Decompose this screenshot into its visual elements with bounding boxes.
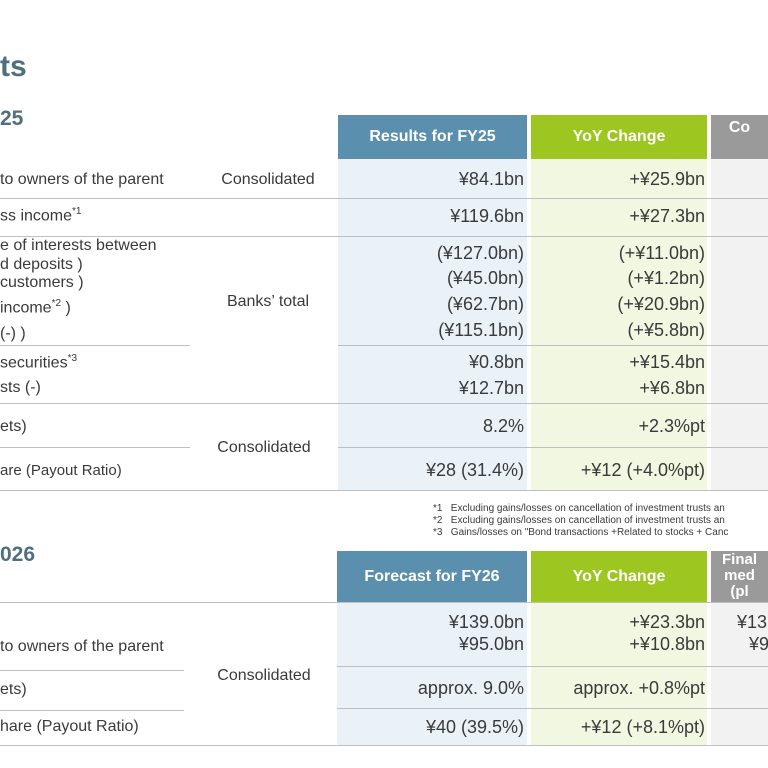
footnote: *3 Gains/losses on "Bond transactions +R… (433, 527, 729, 538)
row-label-line2: d deposits ) (0, 256, 83, 273)
forecast-value: ¥40 (39.5%) (425, 717, 524, 737)
result-value: (¥62.7bn) (446, 294, 524, 314)
row-divider (0, 236, 768, 237)
footnote: *1 Excluding gains/losses on cancellatio… (433, 503, 725, 514)
header-yoy-change-2: YoY Change (531, 551, 707, 602)
page-title: ts (0, 50, 27, 83)
row-label: ets) (0, 418, 27, 435)
row-label-line5: (-) ) (0, 325, 26, 342)
result-value: ¥28 (31.4%) (425, 460, 524, 480)
result-value: (¥45.0bn) (446, 268, 524, 288)
row-label-line4: income*2 ) (0, 298, 71, 317)
row-label: to owners of the parent (0, 638, 164, 655)
result-value: ¥0.8bn (468, 352, 524, 372)
yoy-value: +¥10.8bn (629, 634, 705, 654)
row-divider (0, 670, 184, 671)
row-label: ets) (0, 681, 27, 698)
result-value: ¥84.1bn (458, 169, 524, 189)
row-divider (0, 602, 768, 603)
yoy-value: (+¥20.9bn) (617, 294, 705, 314)
scope-label: Consolidated (217, 439, 311, 456)
row-divider (0, 710, 184, 711)
row-label: e of interests between (0, 237, 157, 254)
yoy-value: approx. +0.8%pt (573, 678, 705, 698)
row-divider (337, 708, 768, 709)
yoy-value: +2.3%pt (638, 416, 705, 436)
header-comparison: Co (711, 115, 768, 159)
scope-label: Consolidated (221, 171, 315, 188)
result-value: 8.2% (482, 416, 524, 436)
row-divider (338, 447, 768, 448)
row-label: to owners of the parent (0, 171, 164, 188)
yoy-value: +¥6.8bn (639, 378, 705, 398)
row-divider (0, 447, 190, 448)
scope-label: Banks’ total (226, 293, 310, 310)
row-label: securities*3 (0, 353, 78, 372)
yoy-column-bg-2 (531, 602, 707, 745)
plan-value: ¥9 (749, 634, 768, 654)
table-bottom-line (0, 490, 768, 491)
yoy-value: +¥27.3bn (629, 206, 705, 226)
section1-title: 25 (0, 107, 24, 130)
yoy-column-bg (531, 159, 707, 490)
table-bottom-line (0, 745, 768, 746)
plan-value: ¥13 (737, 612, 768, 632)
forecast-column-bg (337, 602, 527, 745)
row-divider (0, 403, 768, 404)
yoy-value: +¥12 (+4.0%pt) (580, 460, 705, 480)
row-label: ss income*1 (0, 206, 82, 225)
plan-column-bg (711, 602, 768, 745)
yoy-value: +¥23.3bn (629, 612, 705, 632)
footnote: *2 Excluding gains/losses on cancellatio… (433, 515, 725, 526)
row-label: hare (Payout Ratio) (0, 718, 139, 735)
results-column-bg (338, 159, 527, 490)
yoy-value: +¥12 (+8.1%pt) (580, 717, 705, 737)
result-value: (¥127.0bn) (436, 243, 524, 263)
row-label-line2: sts (-) (0, 379, 41, 396)
result-value: ¥12.7bn (458, 378, 524, 398)
row-divider (0, 345, 190, 346)
section2-title: 026 (0, 543, 36, 566)
yoy-value: (+¥5.8bn) (627, 320, 705, 340)
yoy-value: +¥25.9bn (629, 169, 705, 189)
row-label-line3: customers ) (0, 274, 84, 291)
row-divider (337, 666, 768, 667)
yoy-value: (+¥11.0bn) (618, 243, 705, 263)
yoy-value: +¥15.4bn (629, 352, 705, 372)
yoy-value: (+¥1.2bn) (627, 268, 705, 288)
row-divider (0, 198, 768, 199)
comparison-column-bg (711, 159, 768, 490)
row-divider (338, 345, 768, 346)
header-results-fy25: Results for FY25 (338, 115, 527, 159)
header-final-plan: Final med (pl (711, 551, 768, 602)
forecast-value: ¥139.0bn (448, 612, 524, 632)
result-value: ¥119.6bn (450, 206, 524, 226)
forecast-value: ¥95.0bn (458, 634, 524, 654)
forecast-value: approx. 9.0% (417, 678, 524, 698)
header-yoy-change: YoY Change (531, 115, 707, 159)
header-forecast-fy26: Forecast for FY26 (337, 551, 527, 602)
result-value: (¥115.1bn) (438, 320, 524, 340)
scope-label: Consolidated (217, 667, 311, 684)
row-label: are (Payout Ratio) (0, 462, 122, 479)
